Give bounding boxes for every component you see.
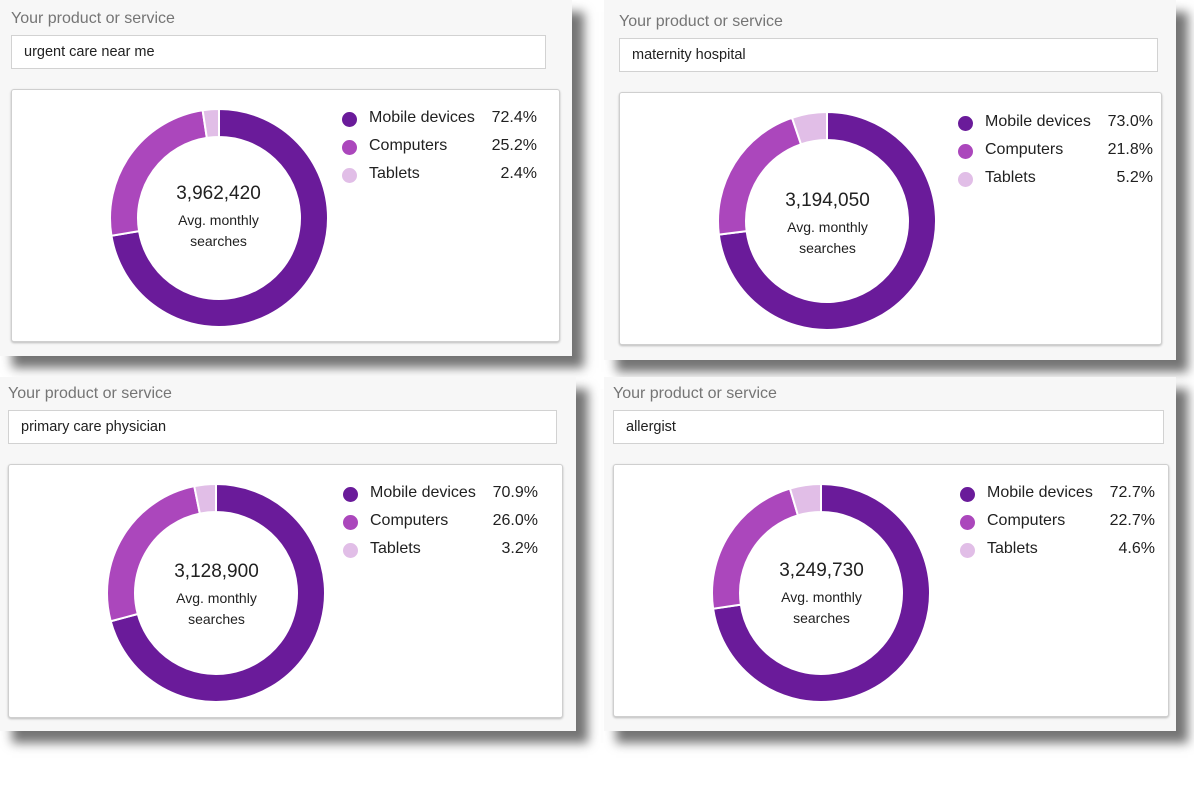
total-searches-value: 3,249,730 bbox=[779, 560, 864, 581]
legend-percent: 72.7% bbox=[1109, 484, 1155, 501]
legend-label: Computers bbox=[985, 141, 1064, 158]
legend-percent: 2.4% bbox=[500, 165, 537, 182]
legend-item-mobile: Mobile devices 73.0% bbox=[958, 112, 1153, 140]
slice-mobile-devices[interactable] bbox=[110, 107, 329, 328]
total-searches-caption: Avg. monthly searches bbox=[176, 590, 257, 627]
tablets-color-swatch bbox=[342, 168, 357, 183]
legend-label: Computers bbox=[987, 512, 1066, 529]
total-searches-caption: Avg. monthly searches bbox=[178, 212, 259, 249]
legend: Mobile devices 72.4% Computers 25.2% Table… bbox=[342, 108, 537, 192]
legend-percent: 4.6% bbox=[1118, 540, 1155, 557]
legend-label: Tablets bbox=[985, 169, 1036, 186]
legend-item-computers: Computers 22.7% bbox=[960, 511, 1155, 539]
donut-chart bbox=[717, 110, 937, 331]
device-chart-card: 3,194,050 Avg. monthly searches Mobile de… bbox=[619, 92, 1162, 345]
legend-item-tablets: Tablets 3.2% bbox=[343, 539, 538, 567]
total-searches-caption: Avg. monthly searches bbox=[781, 589, 862, 626]
legend-item-tablets: Tablets 5.2% bbox=[958, 168, 1153, 196]
legend-item-computers: Computers 26.0% bbox=[343, 511, 538, 539]
legend-percent: 73.0% bbox=[1107, 113, 1153, 130]
legend-item-tablets: Tablets 4.6% bbox=[960, 539, 1155, 567]
slice-mobile-devices[interactable] bbox=[712, 482, 931, 703]
legend-label: Tablets bbox=[987, 540, 1038, 557]
computers-color-swatch bbox=[960, 515, 975, 530]
legend-percent: 70.9% bbox=[492, 484, 538, 501]
legend-percent: 5.2% bbox=[1116, 169, 1153, 186]
total-searches-caption: Avg. monthly searches bbox=[787, 219, 868, 256]
donut-chart bbox=[106, 482, 326, 703]
legend-label: Computers bbox=[369, 137, 448, 154]
legend: Mobile devices 72.7% Computers 22.7% Table… bbox=[960, 483, 1155, 567]
legend-percent: 26.0% bbox=[492, 512, 538, 529]
legend-label: Mobile devices bbox=[987, 484, 1093, 501]
donut-center: 3,194,050 Avg. monthly searches bbox=[760, 190, 895, 259]
donut-center: 3,128,900 Avg. monthly searches bbox=[149, 561, 284, 630]
tablets-color-swatch bbox=[343, 543, 358, 558]
slice-tablets[interactable] bbox=[201, 107, 220, 140]
product-label: Your product or service bbox=[613, 385, 777, 402]
legend-label: Mobile devices bbox=[369, 109, 475, 126]
tablets-color-swatch bbox=[960, 543, 975, 558]
total-searches-value: 3,128,900 bbox=[174, 561, 259, 582]
device-chart-card: 3,128,900 Avg. monthly searches Mobile de… bbox=[8, 464, 563, 718]
legend-item-tablets: Tablets 2.4% bbox=[342, 164, 537, 192]
device-chart-card: 3,962,420 Avg. monthly searches Mobile de… bbox=[11, 89, 560, 342]
legend-item-mobile: Mobile devices 70.9% bbox=[343, 483, 538, 511]
keyword-panel: Your product or service allergist 3,249,… bbox=[604, 377, 1176, 731]
mobile-color-swatch bbox=[958, 116, 973, 131]
legend-percent: 22.7% bbox=[1109, 512, 1155, 529]
mobile-color-swatch bbox=[342, 112, 357, 127]
product-input[interactable]: urgent care near me bbox=[11, 35, 546, 69]
computers-color-swatch bbox=[958, 144, 973, 159]
product-input[interactable]: allergist bbox=[613, 410, 1164, 444]
slice-mobile-devices[interactable] bbox=[109, 482, 326, 703]
legend-percent: 21.8% bbox=[1107, 141, 1153, 158]
total-searches-value: 3,194,050 bbox=[785, 190, 870, 211]
slice-mobile-devices[interactable] bbox=[717, 110, 937, 331]
legend-label: Computers bbox=[370, 512, 449, 529]
legend-label: Tablets bbox=[370, 540, 421, 557]
donut-chart bbox=[711, 482, 931, 703]
mobile-color-swatch bbox=[960, 487, 975, 502]
slice-tablets[interactable] bbox=[193, 482, 217, 515]
legend: Mobile devices 70.9% Computers 26.0% Table… bbox=[343, 483, 538, 567]
keyword-panel: Your product or service maternity hospit… bbox=[604, 0, 1176, 360]
donut-center: 3,962,420 Avg. monthly searches bbox=[151, 183, 286, 252]
donut-chart bbox=[109, 107, 329, 328]
keyword-panel: Your product or service primary care phy… bbox=[0, 377, 576, 731]
legend-item-mobile: Mobile devices 72.4% bbox=[342, 108, 537, 136]
slice-tablets[interactable] bbox=[788, 482, 822, 517]
keyword-panel: Your product or service urgent care near… bbox=[0, 0, 572, 356]
legend-percent: 25.2% bbox=[491, 137, 537, 154]
device-chart-card: 3,249,730 Avg. monthly searches Mobile de… bbox=[613, 464, 1169, 717]
computers-color-swatch bbox=[343, 515, 358, 530]
legend-percent: 72.4% bbox=[491, 109, 537, 126]
legend-label: Mobile devices bbox=[370, 484, 476, 501]
legend-item-mobile: Mobile devices 72.7% bbox=[960, 483, 1155, 511]
product-label: Your product or service bbox=[8, 385, 172, 402]
legend-label: Tablets bbox=[369, 165, 420, 182]
legend-item-computers: Computers 21.8% bbox=[958, 140, 1153, 168]
total-searches-value: 3,962,420 bbox=[176, 183, 261, 204]
tablets-color-swatch bbox=[958, 172, 973, 187]
legend-label: Mobile devices bbox=[985, 113, 1091, 130]
product-label: Your product or service bbox=[11, 10, 175, 27]
slice-tablets[interactable] bbox=[790, 110, 828, 146]
legend-percent: 3.2% bbox=[501, 540, 538, 557]
computers-color-swatch bbox=[342, 140, 357, 155]
product-input[interactable]: primary care physician bbox=[8, 410, 557, 444]
product-label: Your product or service bbox=[619, 13, 783, 30]
mobile-color-swatch bbox=[343, 487, 358, 502]
product-input[interactable]: maternity hospital bbox=[619, 38, 1158, 72]
legend: Mobile devices 73.0% Computers 21.8% Table… bbox=[958, 112, 1153, 196]
donut-center: 3,249,730 Avg. monthly searches bbox=[754, 560, 889, 629]
legend-item-computers: Computers 25.2% bbox=[342, 136, 537, 164]
